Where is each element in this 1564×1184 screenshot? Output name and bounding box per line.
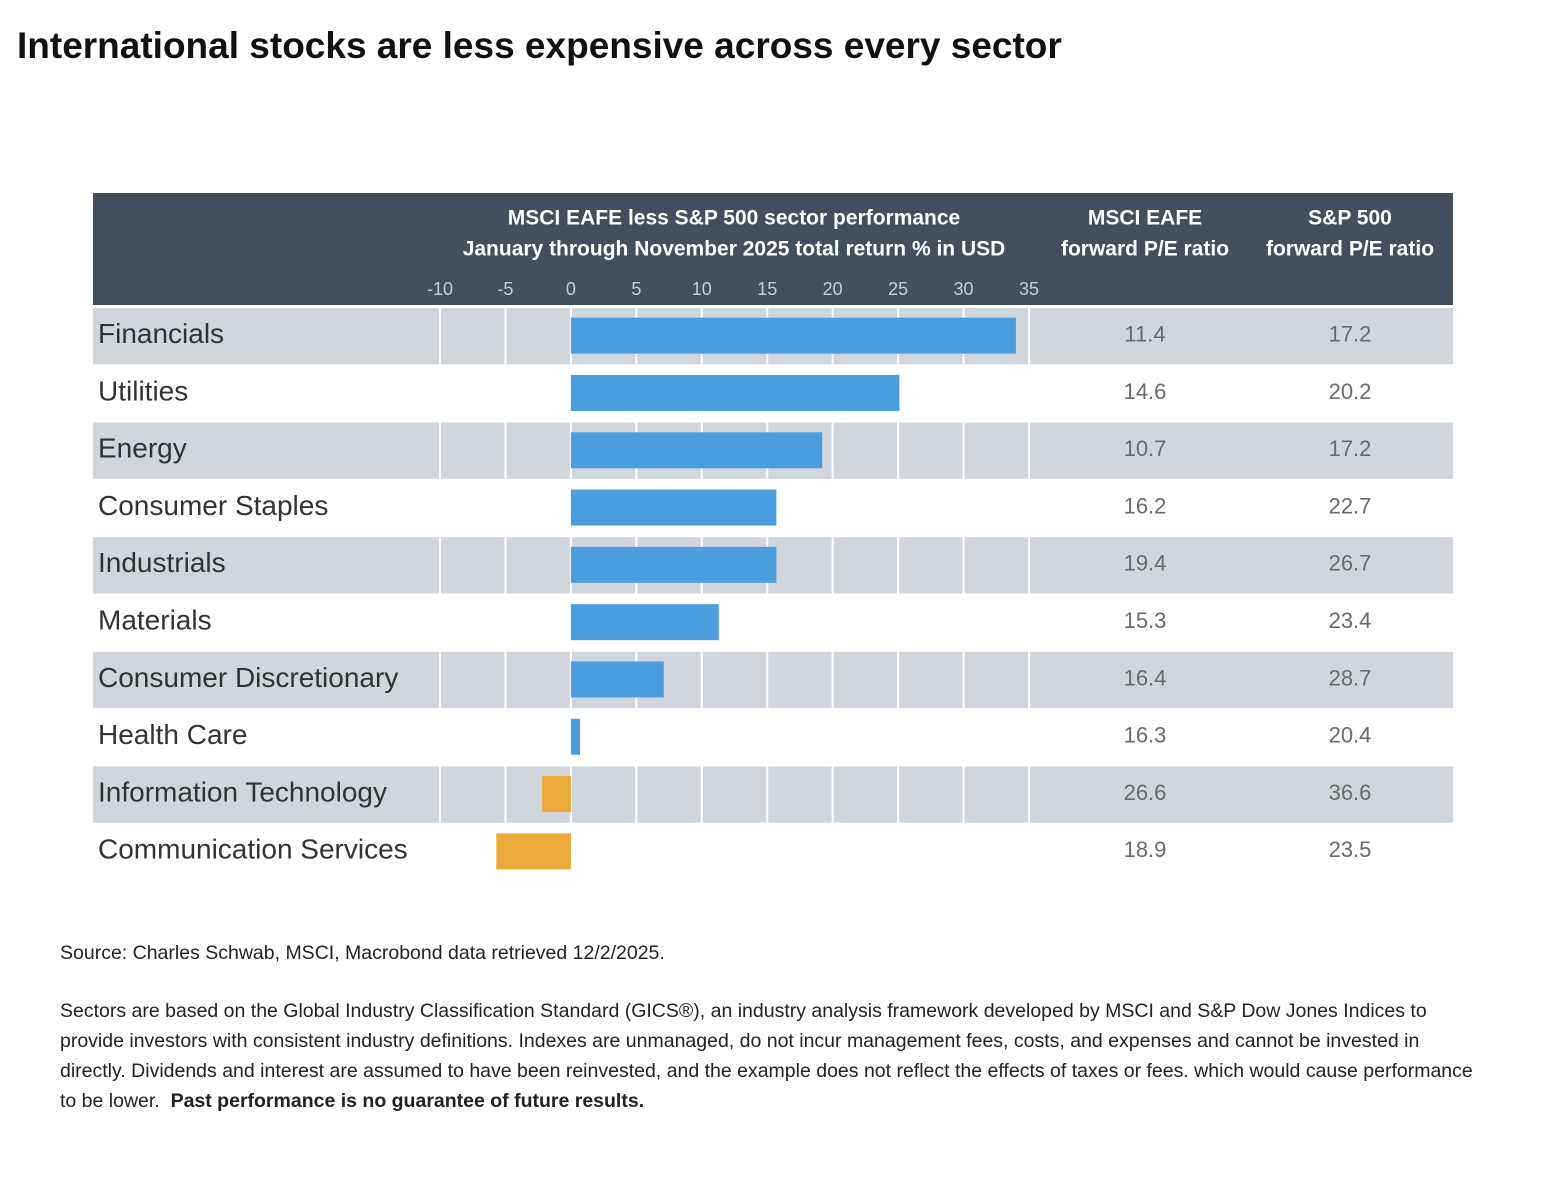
bar [570, 661, 664, 698]
x-tick-label: 25 [888, 279, 908, 299]
pe-value: 15.3 [1124, 608, 1167, 633]
x-tick-label: 5 [631, 279, 641, 299]
row-label: Information Technology [98, 776, 387, 807]
footnotes: Source: Charles Schwab, MSCI, Macrobond … [60, 938, 1485, 1144]
column-header: forward P/E ratio [1266, 238, 1434, 261]
pe-value: 20.4 [1329, 723, 1372, 748]
chart-subtitle: January through November 2025 total retu… [463, 238, 1006, 261]
pe-value: 26.6 [1124, 780, 1167, 805]
pe-value: 23.5 [1329, 837, 1372, 862]
row-label: Health Care [98, 719, 247, 750]
row-label: Financials [98, 318, 224, 349]
column-header: MSCI EAFE [1088, 207, 1202, 230]
source-note: Source: Charles Schwab, MSCI, Macrobond … [60, 942, 665, 964]
x-tick-label: -10 [427, 279, 453, 299]
header-band [93, 193, 1453, 305]
pe-value: 20.2 [1329, 379, 1372, 404]
bar [542, 776, 571, 813]
row-label: Energy [98, 433, 187, 464]
bar [570, 374, 900, 411]
column-header: forward P/E ratio [1061, 238, 1229, 261]
bar [570, 317, 1016, 354]
pe-value: 16.4 [1124, 665, 1167, 690]
pe-value: 18.9 [1124, 837, 1167, 862]
row-label: Communication Services [98, 834, 408, 865]
bar [570, 432, 823, 469]
row-label: Utilities [98, 375, 188, 406]
disclaimer-text: Sectors are based on the Global Industry… [60, 1000, 1473, 1112]
page-title: International stocks are less expensive … [17, 25, 1062, 66]
x-tick-label: 10 [692, 279, 712, 299]
row-label: Consumer Staples [98, 490, 328, 521]
pe-value: 16.3 [1124, 723, 1167, 748]
pe-value: 11.4 [1124, 321, 1165, 346]
x-tick-label: 35 [1019, 279, 1039, 299]
row-label: Materials [98, 605, 212, 636]
x-tick-label: 20 [823, 279, 843, 299]
bar [570, 489, 777, 526]
row-label: Industrials [98, 547, 226, 578]
disclaimer-bold: Past performance is no guarantee of futu… [170, 1090, 645, 1112]
pe-value: 14.6 [1124, 379, 1167, 404]
chart: International stocks are less expensive … [17, 24, 1453, 870]
column-header: S&P 500 [1308, 207, 1392, 230]
pe-value: 10.7 [1124, 436, 1167, 461]
x-tick-label: -5 [497, 279, 513, 299]
pe-value: 17.2 [1329, 321, 1372, 346]
bar [570, 546, 777, 583]
pe-value: 19.4 [1124, 551, 1167, 576]
x-tick-label: 0 [566, 279, 576, 299]
x-tick-label: 15 [757, 279, 777, 299]
pe-value: 28.7 [1329, 665, 1372, 690]
pe-value: 36.6 [1329, 780, 1372, 805]
chart-title: MSCI EAFE less S&P 500 sector performanc… [508, 207, 960, 230]
bar [570, 604, 719, 641]
row-stripe [93, 651, 1453, 709]
pe-value: 23.4 [1329, 608, 1372, 633]
row-stripe [93, 766, 1453, 823]
pe-value: 17.2 [1329, 436, 1372, 461]
x-tick-label: 30 [954, 279, 974, 299]
pe-value: 16.2 [1124, 493, 1167, 518]
bar [496, 833, 571, 870]
bar [570, 718, 581, 755]
pe-value: 26.7 [1329, 551, 1372, 576]
row-label: Consumer Discretionary [98, 662, 398, 693]
pe-value: 22.7 [1329, 493, 1372, 518]
disclaimer: Sectors are based on the Global Industry… [60, 996, 1485, 1116]
